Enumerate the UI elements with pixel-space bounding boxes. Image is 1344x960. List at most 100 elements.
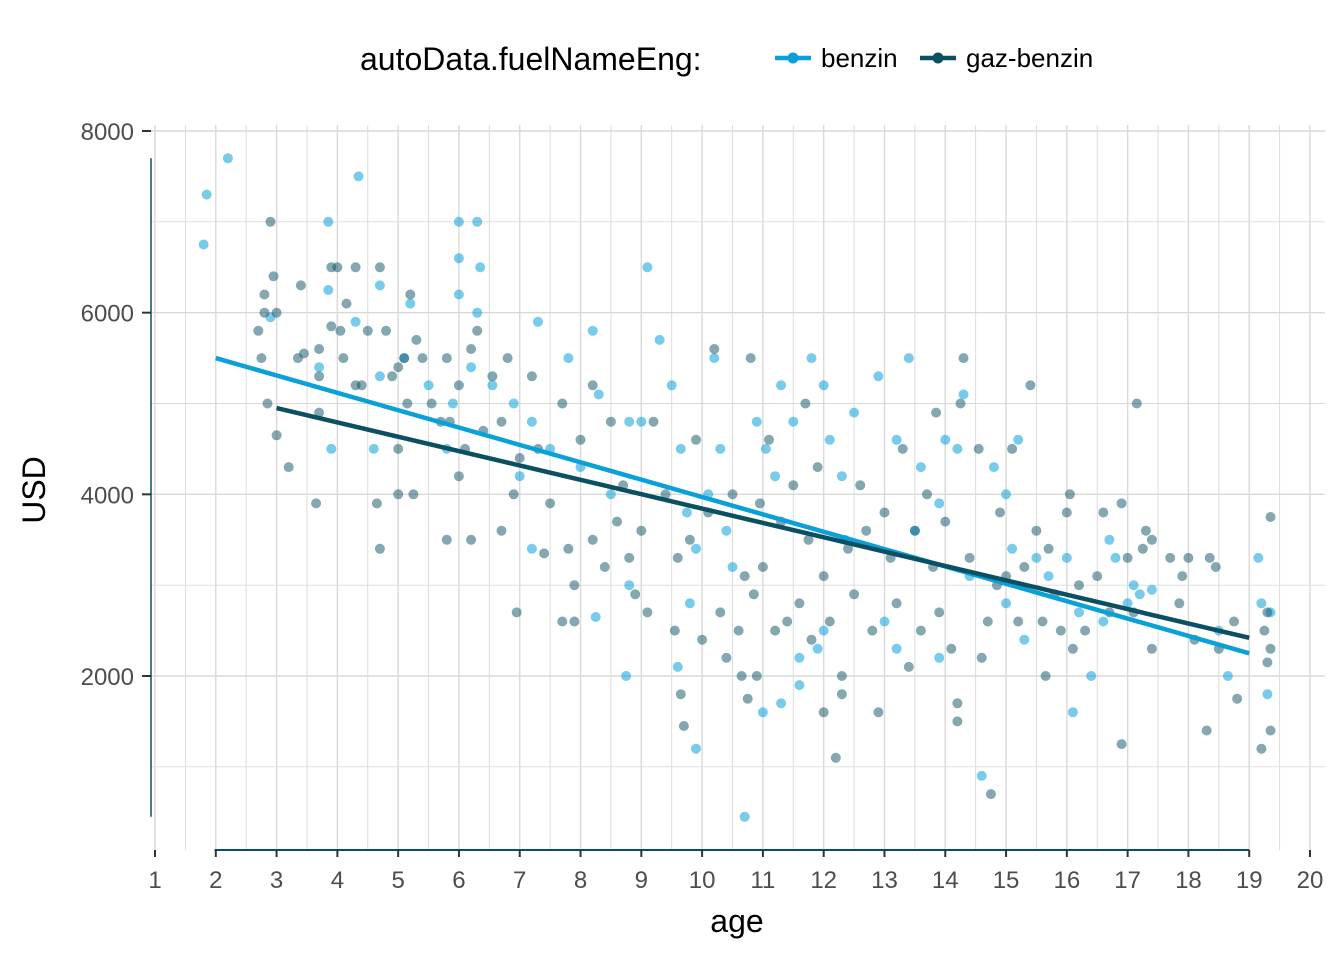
point-benzin [727,562,738,572]
point-gaz-benzin [612,516,622,527]
point-gaz-benzin [387,371,398,382]
point-gaz-benzin [1229,616,1239,627]
point-benzin [453,289,464,300]
point-benzin [487,380,498,391]
point-gaz-benzin [727,489,738,500]
point-gaz-benzin [818,571,829,582]
point-gaz-benzin [995,507,1005,518]
point-gaz-benzin [648,416,659,427]
point-gaz-benzin [502,353,513,364]
point-gaz-benzin [952,698,963,709]
point-gaz-benzin [405,289,416,300]
x-tick-label: 4 [331,867,344,894]
point-gaz-benzin [721,652,732,663]
point-gaz-benzin [374,543,385,554]
point-gaz-benzin [1067,643,1078,654]
x-tick-label: 2 [209,867,222,894]
x-tick-label: 7 [513,867,526,894]
point-gaz-benzin [417,353,428,364]
point-benzin [222,153,233,164]
point-benzin [1098,616,1109,627]
x-tick-label: 1 [148,867,161,894]
point-gaz-benzin [757,562,768,572]
x-tick-label: 9 [635,867,648,894]
point-gaz-benzin [1116,498,1127,509]
point-benzin [715,443,726,454]
point-gaz-benzin [1025,380,1036,391]
point-gaz-benzin [630,589,641,600]
point-benzin [1110,552,1121,563]
point-benzin [891,434,902,445]
point-gaz-benzin [557,398,568,409]
point-gaz-benzin [268,271,279,282]
point-gaz-benzin [1265,643,1276,654]
point-gaz-benzin [569,616,580,627]
point-gaz-benzin [739,571,750,582]
point-benzin [447,398,458,409]
point-gaz-benzin [335,325,346,336]
trend-line-gaz-benzin [276,405,1250,641]
point-benzin [472,307,483,318]
point-gaz-benzin [1265,725,1276,736]
point-gaz-benzin [1256,743,1267,754]
point-benzin [1086,671,1097,681]
point-gaz-benzin [1116,739,1127,750]
x-tick-label: 11 [750,867,775,894]
point-benzin [1134,589,1145,600]
point-benzin [915,462,926,473]
point-gaz-benzin [867,625,878,636]
point-benzin [666,380,677,391]
point-gaz-benzin [955,398,966,409]
point-gaz-benzin [624,552,635,563]
point-gaz-benzin [539,548,550,559]
point-gaz-benzin [861,525,872,536]
point-benzin [314,362,325,373]
point-benzin [526,416,537,427]
point-gaz-benzin [976,652,987,663]
point-gaz-benzin [271,430,282,441]
point-gaz-benzin [557,616,568,627]
point-gaz-benzin [836,689,847,700]
point-gaz-benzin [897,443,908,454]
point-gaz-benzin [642,607,653,618]
point-gaz-benzin [800,398,811,409]
point-benzin [1104,534,1115,545]
point-benzin [681,507,692,518]
point-benzin [605,489,616,500]
point-gaz-benzin [314,407,325,418]
point-gaz-benzin [1040,671,1051,681]
point-gaz-benzin [836,671,847,681]
point-gaz-benzin [393,489,404,500]
point-benzin [709,353,720,364]
point-gaz-benzin [1146,534,1157,545]
point-gaz-benzin [496,525,507,536]
point-benzin [794,680,805,691]
point-gaz-benzin [697,634,708,645]
point-gaz-benzin [259,289,270,300]
point-gaz-benzin [1201,725,1212,736]
point-benzin [770,471,781,482]
point-benzin [739,811,750,822]
point-benzin [812,643,823,654]
x-tick-label: 3 [270,867,283,894]
x-tick-label: 19 [1236,867,1263,894]
point-gaz-benzin [1137,543,1148,554]
point-gaz-benzin [973,443,984,454]
point-benzin [624,580,635,591]
point-gaz-benzin [1259,625,1270,636]
data-points [198,153,1276,822]
point-benzin [891,643,902,654]
y-tick-label: 4000 [81,482,134,509]
point-gaz-benzin [946,643,957,654]
point-gaz-benzin [487,371,498,382]
x-tick-label: 16 [1053,867,1080,894]
point-benzin [1001,598,1012,609]
point-benzin [672,661,683,672]
point-gaz-benzin [265,216,276,227]
point-benzin [1061,552,1072,563]
point-gaz-benzin [824,616,835,627]
point-benzin [624,416,635,427]
point-benzin [368,443,379,454]
point-benzin [201,189,212,200]
point-benzin [466,362,477,373]
